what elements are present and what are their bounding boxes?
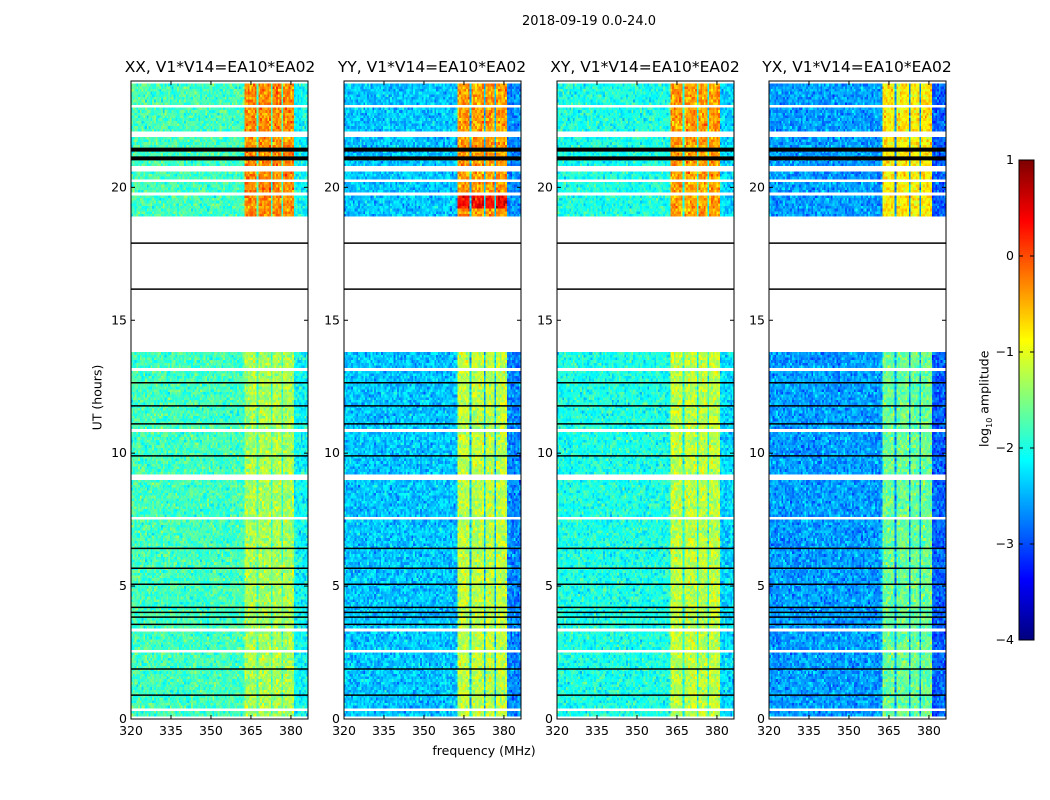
x-tick-label: 320 <box>332 723 356 738</box>
y-tick-label: 15 <box>749 312 765 327</box>
colorbar-tick-label: 1 <box>1006 152 1014 167</box>
x-tick-label: 335 <box>585 723 609 738</box>
x-tick-label: 335 <box>372 723 396 738</box>
panel-title-yx: YX, V1*V14=EA10*EA02 <box>762 58 952 76</box>
colorbar-tick-label: −1 <box>996 344 1014 359</box>
x-tick-label: 320 <box>757 723 781 738</box>
x-tick-label: 335 <box>159 723 183 738</box>
panel-frame <box>556 80 735 720</box>
x-tick-label: 380 <box>705 723 729 738</box>
colorbar-tick-label: −3 <box>996 536 1014 551</box>
y-tick-label: 10 <box>749 445 765 460</box>
x-tick-label: 320 <box>545 723 569 738</box>
colorbar <box>1019 160 1034 640</box>
y-tick-label: 10 <box>111 445 127 460</box>
x-axis-label: frequency (MHz) <box>432 743 536 758</box>
colorbar-tick-label: 0 <box>1006 248 1014 263</box>
x-tick-label: 365 <box>665 723 689 738</box>
y-tick-label: 0 <box>545 711 553 726</box>
panel-frame <box>768 80 947 720</box>
x-tick-label: 335 <box>797 723 821 738</box>
panel-title-xy: XY, V1*V14=EA10*EA02 <box>550 58 740 76</box>
x-tick-label: 365 <box>877 723 901 738</box>
x-tick-label: 350 <box>837 723 861 738</box>
y-tick-label: 15 <box>111 312 127 327</box>
y-tick-label: 0 <box>119 711 127 726</box>
panel-frame <box>343 80 522 720</box>
y-tick-label: 20 <box>749 179 765 194</box>
y-tick-label: 5 <box>332 578 340 593</box>
y-tick-label: 5 <box>545 578 553 593</box>
y-tick-label: 10 <box>324 445 340 460</box>
x-tick-label: 320 <box>119 723 143 738</box>
y-tick-label: 20 <box>324 179 340 194</box>
y-tick-label: 5 <box>757 578 765 593</box>
panel-title-yy: YY, V1*V14=EA10*EA02 <box>337 58 527 76</box>
y-tick-label: 15 <box>324 312 340 327</box>
panel-frame <box>130 80 309 720</box>
colorbar-tick-label: −4 <box>996 632 1014 647</box>
panel-title-xx: XX, V1*V14=EA10*EA02 <box>124 58 316 76</box>
x-tick-label: 365 <box>452 723 476 738</box>
y-tick-label: 5 <box>119 578 127 593</box>
figure-title: 2018-09-19 0.0-24.0 <box>522 14 656 29</box>
x-tick-label: 380 <box>279 723 303 738</box>
x-tick-label: 380 <box>917 723 941 738</box>
y-tick-label: 20 <box>111 179 127 194</box>
x-tick-label: 365 <box>239 723 263 738</box>
y-tick-label: 0 <box>332 711 340 726</box>
y-tick-label: 15 <box>537 312 553 327</box>
x-tick-label: 350 <box>412 723 436 738</box>
y-tick-label: 10 <box>537 445 553 460</box>
y-tick-label: 0 <box>757 711 765 726</box>
x-tick-label: 350 <box>625 723 649 738</box>
y-tick-label: 20 <box>537 179 553 194</box>
colorbar-frame <box>1018 159 1035 641</box>
x-tick-label: 380 <box>492 723 516 738</box>
colorbar-tick-label: −2 <box>996 440 1014 455</box>
x-tick-label: 350 <box>199 723 223 738</box>
